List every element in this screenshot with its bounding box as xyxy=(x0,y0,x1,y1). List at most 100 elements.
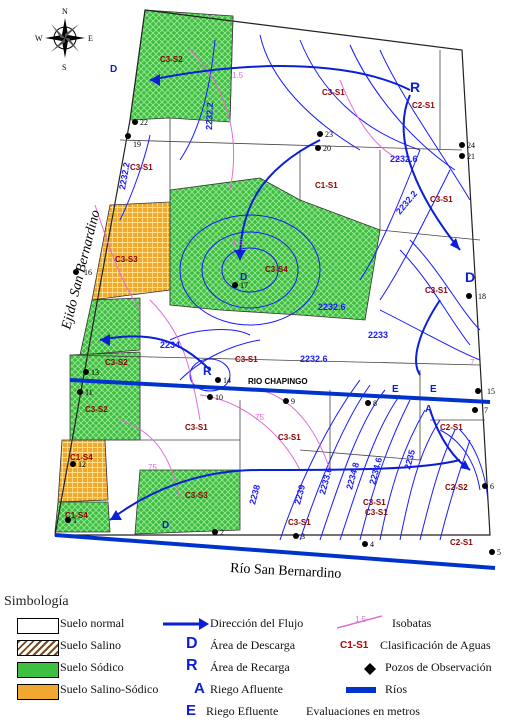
legend-isobatas: Isobatas xyxy=(392,616,432,630)
svg-text:C3-S1: C3-S1 xyxy=(363,498,386,507)
efluente-icon: E xyxy=(186,702,197,719)
svg-text:1.5: 1.5 xyxy=(355,615,367,624)
recarga-R1: R xyxy=(410,79,420,95)
swatch-sodico xyxy=(17,662,59,678)
svg-text:C1-S4: C1-S4 xyxy=(65,511,88,520)
svg-text:C3-S1: C3-S1 xyxy=(365,508,388,517)
isobata-icon: 1.5 xyxy=(337,615,383,629)
descarga-icon: D xyxy=(186,635,198,652)
svg-text:2234: 2234 xyxy=(160,340,180,350)
afluente-A: A xyxy=(425,404,432,415)
svg-text:17: 17 xyxy=(240,281,248,290)
svg-text:C3-S1: C3-S1 xyxy=(278,433,301,442)
svg-text:5: 5 xyxy=(497,548,501,557)
isolines-blue xyxy=(119,34,489,541)
legend-normal: Suelo normal xyxy=(60,616,125,630)
legend-evaluaciones: Evaluaciones en metros xyxy=(306,704,420,718)
clasificacion-icon: C1-S1 xyxy=(340,640,369,651)
svg-text:2232.2: 2232.2 xyxy=(204,102,215,130)
efluente-E1: E xyxy=(392,384,399,395)
svg-text:C3-S3: C3-S3 xyxy=(185,491,208,500)
observation-wells: 1 2 3 4 5 6 7 8 9 10 11 12 13 14 15 16 1… xyxy=(65,118,501,557)
svg-text:C3-S2: C3-S2 xyxy=(105,358,128,367)
well-icon xyxy=(364,663,376,675)
recarga-R2: R xyxy=(203,364,212,378)
svg-text:C3-S2: C3-S2 xyxy=(160,55,183,64)
svg-text:C3-S3: C3-S3 xyxy=(115,255,138,264)
svg-text:C2-S1: C2-S1 xyxy=(412,101,435,110)
svg-text:10: 10 xyxy=(215,393,223,402)
svg-text:19: 19 xyxy=(133,140,141,149)
svg-text:C3-S1: C3-S1 xyxy=(288,518,311,527)
svg-text:21: 21 xyxy=(467,152,475,161)
svg-text:C1-S1: C1-S1 xyxy=(315,181,338,190)
svg-text:14: 14 xyxy=(223,376,231,385)
svg-text:C3-S4: C3-S4 xyxy=(265,265,288,274)
svg-text:C2-S1: C2-S1 xyxy=(450,538,473,547)
soil-map: N S E W xyxy=(35,7,501,582)
legend-pozos: Pozos de Observación xyxy=(385,660,492,674)
legend-descarga: Área de Descarga xyxy=(210,638,296,652)
svg-text:22: 22 xyxy=(140,118,148,127)
parcel-lines xyxy=(54,9,491,536)
svg-text:2232.2: 2232.2 xyxy=(394,189,419,217)
svg-text:1.5: 1.5 xyxy=(232,71,244,80)
svg-text:C2-S1: C2-S1 xyxy=(440,423,463,432)
river-san-bernardino xyxy=(54,533,496,570)
svg-text:2234.6: 2234.6 xyxy=(367,456,384,485)
svg-text:C1-S4: C1-S4 xyxy=(70,453,93,462)
svg-text:11: 11 xyxy=(85,388,93,397)
legend-salino-sodico: Suelo Salino-Sódico xyxy=(60,682,159,696)
svg-text:C3-S1: C3-S1 xyxy=(235,355,258,364)
svg-text:C3-S1: C3-S1 xyxy=(322,88,345,97)
svg-text:75: 75 xyxy=(255,413,264,422)
svg-text:18: 18 xyxy=(478,292,486,301)
svg-text:2232.6: 2232.6 xyxy=(318,302,346,312)
svg-text:C3-S1: C3-S1 xyxy=(430,195,453,204)
descarga-D3: D xyxy=(240,272,247,283)
svg-text:2239: 2239 xyxy=(292,484,307,506)
label-rio-chapingo: RIO CHAPINGO xyxy=(248,377,308,386)
compass-rose: N S E W xyxy=(35,7,93,72)
svg-text:2233: 2233 xyxy=(368,330,388,340)
legend-title: Simbología xyxy=(4,594,69,609)
compass-s: S xyxy=(62,63,66,72)
svg-text:13: 13 xyxy=(91,368,99,377)
swatch-normal xyxy=(17,618,59,634)
soil-zones xyxy=(54,9,381,535)
label-rio-bernardino: Río San Bernardino xyxy=(230,561,342,582)
svg-text:2232.6: 2232.6 xyxy=(300,354,328,364)
svg-text:8: 8 xyxy=(373,399,377,408)
svg-text:C3-S1: C3-S1 xyxy=(130,163,153,172)
afluente-icon: A xyxy=(194,680,205,697)
svg-text:20: 20 xyxy=(323,144,331,153)
legend-salino: Suelo Salino xyxy=(60,638,122,652)
svg-text:2232.6: 2232.6 xyxy=(390,154,418,164)
descarga-D2: D xyxy=(110,64,117,75)
classification-codes: C3-S2 C3-S1 C2-S1 C1-S1 C3-S1 C3-S1 C3-S… xyxy=(65,55,473,547)
descarga-D1: D xyxy=(465,269,475,285)
zone-letters: R D R D D A E E D xyxy=(110,64,475,531)
svg-text:C2-S2: C2-S2 xyxy=(445,483,468,492)
svg-text:3: 3 xyxy=(301,532,305,541)
legend-recarga: Área de Recarga xyxy=(210,660,290,674)
svg-text:15: 15 xyxy=(487,387,495,396)
legend: Simbología Suelo normal Suelo Salino Sue… xyxy=(0,594,508,725)
legend-flujo: Dirección del Flujo xyxy=(210,616,304,630)
flow-arrows xyxy=(99,65,471,521)
svg-text:C3-S1: C3-S1 xyxy=(185,423,208,432)
svg-text:2238: 2238 xyxy=(247,484,262,506)
compass-e: E xyxy=(88,34,93,43)
svg-text:C3-S1: C3-S1 xyxy=(425,286,448,295)
svg-text:16: 16 xyxy=(84,268,92,277)
compass-w: W xyxy=(35,34,43,43)
svg-text:75: 75 xyxy=(148,463,157,472)
svg-text:7: 7 xyxy=(484,406,488,415)
swatch-salino xyxy=(17,640,59,656)
legend-rios: Ríos xyxy=(385,682,408,696)
svg-text:7: 7 xyxy=(470,358,475,367)
svg-text:9: 9 xyxy=(291,397,295,406)
river-chapingo xyxy=(69,378,491,404)
legend-sodico: Suelo Sódico xyxy=(60,660,124,674)
compass-n: N xyxy=(62,7,68,16)
